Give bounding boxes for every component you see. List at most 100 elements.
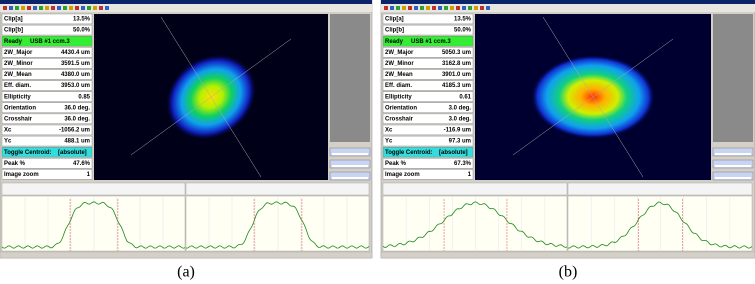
toolbar-icon bbox=[462, 6, 466, 10]
param-value: 50.0% bbox=[73, 28, 91, 34]
screenshot-figure: Clip[a] 13.5% Clip[b] 50.0% Ready USB #1 ccm.… bbox=[0, 0, 755, 284]
param-value: 4430.4 um bbox=[61, 50, 90, 56]
param-value: 50.0% bbox=[454, 28, 472, 34]
param-value: 4380.0 um bbox=[61, 72, 90, 78]
param-value: 97.3 um bbox=[449, 139, 471, 145]
profile-plot bbox=[186, 196, 369, 251]
toolbar-icon bbox=[63, 6, 67, 10]
toolbar-icon bbox=[432, 6, 436, 10]
param-name: Toggle Centroid: bbox=[4, 150, 52, 156]
toolbar-icon bbox=[408, 6, 412, 10]
param-value: 36.0 deg. bbox=[64, 105, 90, 111]
param-name: Image zoom bbox=[385, 172, 420, 178]
toolbar-icon bbox=[3, 6, 7, 10]
toolbar-icon bbox=[414, 6, 418, 10]
slider-thumb bbox=[715, 177, 751, 179]
app-window: Clip[a] 13.5% Clip[b] 50.0% Ready USB #1 ccm.… bbox=[381, 0, 755, 281]
profile-header bbox=[568, 183, 752, 195]
toolbar-icon bbox=[444, 6, 448, 10]
param-name: Yc bbox=[4, 139, 12, 145]
caption: (b) bbox=[559, 264, 578, 281]
param-name: Peak % bbox=[4, 161, 26, 167]
toolbar-icon bbox=[480, 6, 484, 10]
param-value: 3591.5 um bbox=[61, 61, 90, 67]
param-value: 3.0 deg. bbox=[449, 105, 472, 111]
param-name: Image zoom bbox=[4, 172, 39, 178]
param-name: Eff. diam. bbox=[385, 83, 412, 89]
param-value: 4185.3 um bbox=[442, 83, 471, 89]
toolbar-icon bbox=[33, 6, 37, 10]
param-name: Xc bbox=[4, 128, 12, 134]
toolbar-icon bbox=[486, 6, 490, 10]
param-value: 5050.3 um bbox=[442, 50, 471, 56]
slider-thumb bbox=[332, 165, 368, 167]
param-value: 13.5% bbox=[454, 17, 472, 23]
slider-thumb bbox=[332, 153, 368, 155]
status-bar bbox=[381, 252, 755, 258]
caption: (a) bbox=[177, 264, 195, 281]
profile-header bbox=[2, 183, 185, 195]
toolbar-icon bbox=[438, 6, 442, 10]
side-panel bbox=[330, 14, 370, 142]
toolbar-icon bbox=[402, 6, 406, 10]
param-value: [absolute] bbox=[58, 150, 87, 156]
toolbar bbox=[381, 4, 755, 12]
param-value: 3162.8 um bbox=[442, 61, 471, 67]
param-value: 36.0 deg. bbox=[64, 117, 90, 123]
param-name: Clip[a] bbox=[385, 17, 404, 23]
toolbar-icon bbox=[390, 6, 394, 10]
toolbar-icon bbox=[105, 6, 109, 10]
param-name: Ready bbox=[385, 39, 404, 45]
title-bar bbox=[381, 0, 755, 4]
toolbar-icon bbox=[39, 6, 43, 10]
param-value: 3901.0 um bbox=[442, 72, 471, 78]
profile-plot bbox=[2, 196, 185, 251]
param-name: Clip[b] bbox=[385, 28, 404, 34]
toolbar bbox=[0, 4, 372, 12]
param-name: 2W_Mean bbox=[4, 72, 32, 78]
param-name: Xc bbox=[385, 128, 393, 134]
param-name: Toggle Centroid: bbox=[385, 150, 433, 156]
param-name: Ellipticity bbox=[385, 94, 412, 100]
param-name: 2W_Minor bbox=[385, 61, 414, 67]
toolbar-icon bbox=[87, 6, 91, 10]
param-value: [absolute] bbox=[439, 150, 468, 156]
toolbar-icon bbox=[75, 6, 79, 10]
profile-plot bbox=[568, 196, 752, 251]
toolbar-icon bbox=[51, 6, 55, 10]
param-value: 13.5% bbox=[73, 17, 91, 23]
param-name: 2W_Mean bbox=[385, 72, 413, 78]
status-bar bbox=[0, 252, 372, 258]
side-panel bbox=[713, 14, 753, 142]
toolbar-icon bbox=[21, 6, 25, 10]
toolbar-icon bbox=[9, 6, 13, 10]
param-value: 0.85 bbox=[78, 94, 90, 100]
toolbar-icon bbox=[27, 6, 31, 10]
toolbar-icon bbox=[420, 6, 424, 10]
toolbar-icon bbox=[45, 6, 49, 10]
param-value: 67.3% bbox=[454, 161, 472, 167]
title-bar bbox=[0, 0, 372, 4]
param-name: 2W_Minor bbox=[4, 61, 33, 67]
param-name: Ready bbox=[4, 39, 23, 45]
toolbar-icon bbox=[474, 6, 478, 10]
param-value: USB #1 ccm.3 bbox=[30, 39, 70, 45]
toolbar-icon bbox=[396, 6, 400, 10]
param-value: 3953.0 um bbox=[61, 83, 90, 89]
param-value: 47.6% bbox=[73, 161, 91, 167]
param-name: Peak % bbox=[385, 161, 407, 167]
param-value: USB #1 ccm.3 bbox=[411, 39, 451, 45]
param-name: 2W_Major bbox=[385, 50, 414, 56]
toolbar-icon bbox=[426, 6, 430, 10]
param-name: Crosshair bbox=[4, 117, 33, 123]
toolbar-icon bbox=[468, 6, 472, 10]
param-name: Ellipticity bbox=[4, 94, 31, 100]
param-name: Orientation bbox=[4, 105, 36, 111]
param-name: 2W_Major bbox=[4, 50, 33, 56]
param-name: Crosshair bbox=[385, 117, 414, 123]
param-value: 0.61 bbox=[459, 94, 471, 100]
param-name: Yc bbox=[385, 139, 393, 145]
param-name: Eff. diam. bbox=[4, 83, 31, 89]
profile-plot bbox=[383, 196, 567, 251]
